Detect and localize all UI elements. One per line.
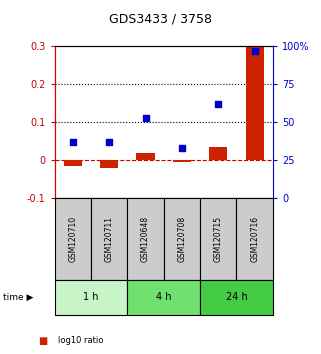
Text: GDS3433 / 3758: GDS3433 / 3758 <box>109 13 212 26</box>
Bar <box>91 198 127 280</box>
Text: 1 h: 1 h <box>83 292 99 302</box>
Bar <box>64 160 82 166</box>
Point <box>179 145 185 151</box>
Text: time ▶: time ▶ <box>3 293 34 302</box>
Text: 4 h: 4 h <box>156 292 171 302</box>
Bar <box>55 198 91 280</box>
Bar <box>164 198 200 280</box>
Text: 24 h: 24 h <box>226 292 247 302</box>
Point <box>70 139 75 145</box>
Point <box>252 48 257 53</box>
Text: GSM120710: GSM120710 <box>68 216 77 262</box>
Point <box>216 101 221 107</box>
Bar <box>55 280 127 315</box>
Text: GSM120715: GSM120715 <box>214 216 223 262</box>
Text: GSM120716: GSM120716 <box>250 216 259 262</box>
Text: GSM120711: GSM120711 <box>105 216 114 262</box>
Point <box>107 139 112 145</box>
Bar <box>200 280 273 315</box>
Bar <box>127 280 200 315</box>
Bar <box>237 198 273 280</box>
Text: GSM120708: GSM120708 <box>178 216 187 262</box>
Bar <box>246 46 264 160</box>
Bar <box>127 198 164 280</box>
Bar <box>136 153 155 160</box>
Bar <box>200 198 237 280</box>
Point <box>143 115 148 120</box>
Bar <box>209 147 227 160</box>
Text: GSM120648: GSM120648 <box>141 216 150 262</box>
Text: log10 ratio: log10 ratio <box>58 336 103 345</box>
Text: ■: ■ <box>39 336 48 346</box>
Bar <box>100 160 118 168</box>
Bar <box>173 160 191 162</box>
